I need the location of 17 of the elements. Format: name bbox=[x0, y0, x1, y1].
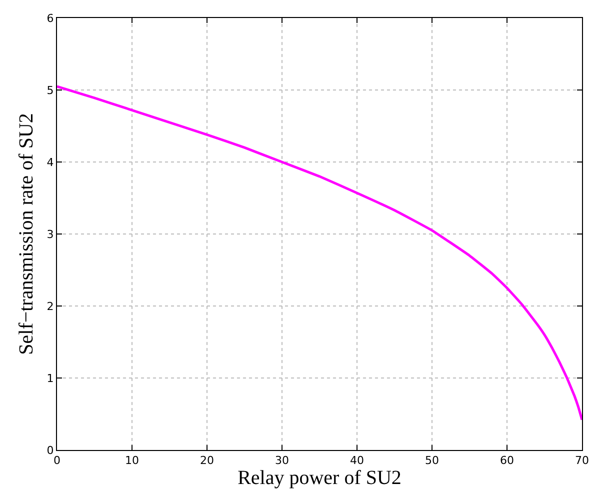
y-tick-label: 6 bbox=[46, 12, 54, 25]
y-tick-label: 3 bbox=[46, 228, 54, 241]
y-tick-label: 2 bbox=[46, 300, 54, 313]
y-tick-label: 1 bbox=[46, 372, 54, 385]
y-tick-label: 5 bbox=[46, 84, 54, 97]
y-tick-label: 4 bbox=[46, 156, 54, 169]
y-tick-label: 0 bbox=[46, 444, 54, 457]
x-tick-label: 50 bbox=[425, 454, 439, 468]
x-tick-label: 20 bbox=[200, 454, 214, 468]
x-tick-label: 30 bbox=[275, 454, 289, 468]
x-tick-label: 10 bbox=[125, 454, 139, 468]
y-axis-title: Self−transmission rate of SU2 bbox=[15, 113, 38, 355]
x-tick-label: 40 bbox=[350, 454, 364, 468]
line-series bbox=[57, 85, 582, 422]
x-axis-title: Relay power of SU2 bbox=[238, 467, 402, 490]
x-tick-label: 70 bbox=[575, 454, 589, 468]
x-tick-label: 60 bbox=[500, 454, 514, 468]
